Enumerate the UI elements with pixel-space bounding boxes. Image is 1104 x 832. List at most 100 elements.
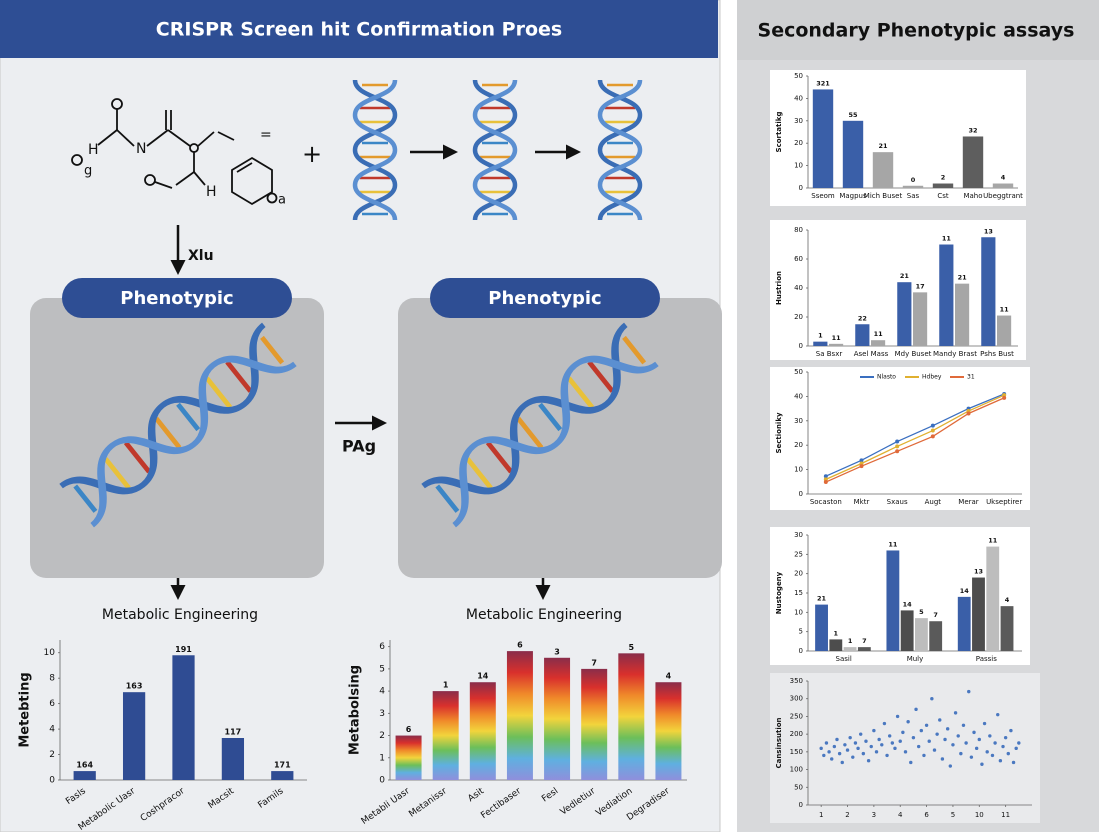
scatter-point <box>853 741 858 745</box>
bar <box>655 682 682 780</box>
y-tick-label: 60 <box>794 255 803 263</box>
y-tick-label: 10 <box>794 162 803 170</box>
line-marker <box>930 423 935 428</box>
scatter-point <box>869 744 873 749</box>
bar <box>829 343 844 346</box>
bar <box>957 596 971 651</box>
bar-annotation: 1 <box>443 681 449 690</box>
bar-annotation: 0 <box>911 176 916 184</box>
x-tick-label: Ubeggtrant <box>983 192 1023 200</box>
bar <box>271 771 294 780</box>
bar-annotation: 6 <box>406 725 412 734</box>
bar <box>900 610 914 651</box>
scatter-point <box>924 723 929 727</box>
scatter-point <box>840 760 844 765</box>
x-tick-label: Sasil <box>836 655 852 663</box>
y-tick-label: 50 <box>794 368 803 376</box>
bar <box>813 341 828 346</box>
y-tick-label: 0 <box>379 776 385 786</box>
scatter-point <box>837 751 842 756</box>
scatter-point <box>959 751 963 756</box>
scatter-point <box>856 746 860 751</box>
y-tick-label: 3 <box>379 709 385 719</box>
y-tick-label: 10 <box>794 608 803 616</box>
x-tick-label: Mich Buset <box>864 192 903 200</box>
bar <box>886 550 900 651</box>
scatter-point <box>895 714 900 719</box>
scatter-point <box>911 735 916 740</box>
bar-annotation: 14 <box>477 672 489 681</box>
scatter-point <box>1001 744 1005 749</box>
bar-annotation: 7 <box>591 658 597 667</box>
x-tick-label: Sxaus <box>887 498 908 506</box>
box-title: Phenotypic <box>120 288 233 309</box>
y-tick-label: 0 <box>799 490 803 498</box>
scatter-point <box>1003 735 1008 740</box>
y-tick-label: 20 <box>794 441 803 449</box>
y-tick-label: 10 <box>44 648 56 658</box>
scatter-point <box>851 755 855 759</box>
bar-annotation: 1 <box>818 332 823 340</box>
bar <box>992 183 1014 188</box>
scatter-point <box>982 721 987 726</box>
bar-annotation: 11 <box>832 334 842 342</box>
bar-annotation: 11 <box>942 235 952 243</box>
y-tick-label: 0 <box>799 184 803 192</box>
x-tick-label: Socaston <box>810 498 842 506</box>
bar-annotation: 7 <box>862 637 867 645</box>
scatter-point <box>967 689 971 694</box>
line-marker <box>859 458 864 463</box>
atom-label: H <box>206 184 217 200</box>
scatter-point <box>945 727 950 731</box>
scatter-point <box>990 753 995 758</box>
scatter-point <box>901 730 905 735</box>
bar-annotation: 1 <box>834 629 839 637</box>
x-tick-label: Ukseptirer <box>986 498 1022 506</box>
atom-label: g <box>84 164 92 179</box>
scatter-point <box>972 730 976 735</box>
y-axis-label: Metebting <box>18 672 33 747</box>
y-tick-label: 20 <box>794 139 803 147</box>
chart-card <box>770 70 1026 206</box>
x-tick-label: Augt <box>925 498 942 506</box>
scatter-point <box>843 743 847 747</box>
scatter-point <box>951 743 955 747</box>
bar <box>812 89 834 188</box>
x-tick-label: Passis <box>976 655 997 663</box>
bar-annotation: 4 <box>1001 174 1006 182</box>
y-tick-label: 4 <box>49 725 55 735</box>
scatter-point <box>935 732 939 736</box>
y-tick-label: 15 <box>794 589 803 597</box>
bar-annotation: 2 <box>941 174 946 182</box>
y-axis-label: Metabolsing <box>348 665 363 755</box>
bar <box>1000 606 1014 651</box>
x-tick-label: Maho <box>963 192 982 200</box>
x-tick-label: Sas <box>907 192 920 200</box>
bar-annotation: 55 <box>848 111 858 119</box>
y-tick-label: 350 <box>790 677 803 685</box>
bar-annotation: 1 <box>848 637 853 645</box>
y-tick-label: 20 <box>794 570 803 578</box>
bar <box>395 735 422 780</box>
x-tick-label: Mandy Brast <box>933 350 977 358</box>
bar-annotation: 11 <box>888 540 898 548</box>
x-tick-label: Mdy Buset <box>895 350 932 358</box>
title-bar <box>0 0 718 58</box>
arrow-label: Xlu <box>188 248 214 264</box>
y-tick-label: 50 <box>794 72 803 80</box>
x-tick-label: Cst <box>937 192 949 200</box>
bar <box>73 771 96 780</box>
scatter-point <box>948 764 953 768</box>
pill-header <box>62 278 292 318</box>
scatter-point <box>848 735 852 740</box>
y-tick-label: 80 <box>794 226 803 234</box>
scatter-point <box>993 741 997 745</box>
bar <box>872 152 894 188</box>
y-tick-label: 30 <box>794 531 803 539</box>
scatter-point <box>996 712 1000 717</box>
y-axis-label: Hustrion <box>775 271 783 305</box>
bar-annotation: 171 <box>274 761 291 770</box>
y-tick-label: 6 <box>379 642 385 652</box>
legend-label: Hdbey <box>922 374 942 381</box>
